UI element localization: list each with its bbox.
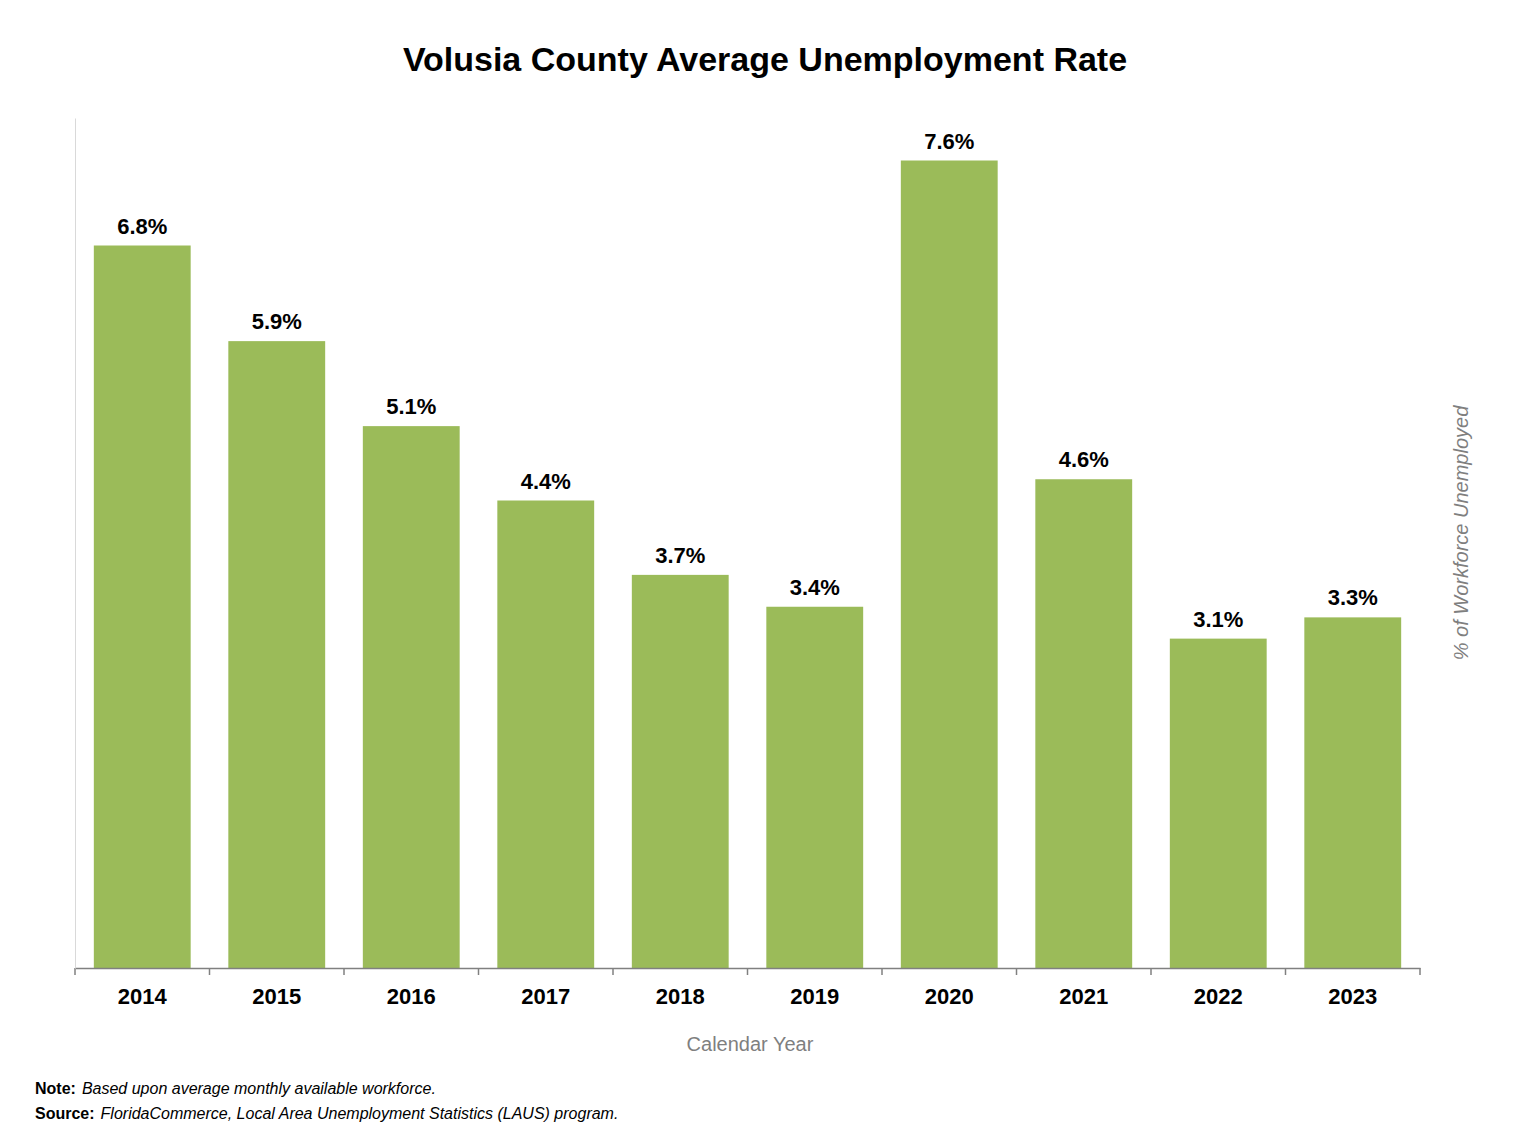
x-tick: 2015 (252, 968, 301, 1009)
x-axis: 2014 2015 2016 2017 2018 2019 2020 2021 2022 2023 (75, 968, 1421, 1009)
data-label: 3.3% (1328, 585, 1378, 610)
x-tick-mark (343, 968, 345, 975)
data-label: 5.1% (386, 394, 436, 419)
chart: Volusia County Average Unemployment Rate… (0, 0, 1530, 1148)
data-labels: 6.8% 5.9% 5.1% 4.4% 3.7% 3.4% 7.6% 4.6% 3.1% 3.3% (117, 129, 1378, 632)
x-axis-title: Calendar Year (687, 1033, 814, 1055)
data-label: 6.8% (117, 214, 167, 239)
bar (94, 246, 191, 969)
x-tick-label: 2021 (1059, 984, 1108, 1009)
x-tick-label: 2019 (790, 984, 839, 1009)
x-tick-mark (74, 968, 76, 975)
annotation-label: Source: (35, 1105, 95, 1122)
data-label: 4.4% (521, 469, 571, 494)
x-tick-mark (1285, 968, 1287, 975)
x-tick: 2020 (925, 968, 974, 1009)
annotations: Note: Based upon average monthly availabl… (35, 1080, 618, 1122)
x-tick-label: 2022 (1194, 984, 1243, 1009)
x-tick: 2018 (656, 968, 705, 1009)
annotation: Note: Based upon average monthly availabl… (35, 1080, 436, 1097)
x-tick: 2016 (387, 968, 436, 1009)
bar (1304, 617, 1401, 968)
bar (632, 575, 729, 968)
bar (1035, 479, 1132, 968)
annotation-label: Note: (35, 1080, 76, 1097)
x-tick-mark (478, 968, 480, 975)
x-tick: 2014 (118, 968, 168, 1009)
data-label: 7.6% (924, 129, 974, 154)
title: Volusia County Average Unemployment Rate (403, 40, 1127, 78)
x-tick-label: 2023 (1328, 984, 1377, 1009)
x-tick: 2019 (790, 968, 839, 1009)
bar (901, 161, 998, 969)
bar (497, 501, 594, 969)
annotation-text: Based upon average monthly available wor… (82, 1080, 436, 1097)
bar (363, 426, 460, 968)
x-tick: 2017 (521, 968, 570, 1009)
x-tick-mark (747, 968, 749, 975)
x-tick: 2021 (1059, 968, 1108, 1009)
data-label: 4.6% (1059, 447, 1109, 472)
data-label: 3.7% (655, 543, 705, 568)
bar (766, 607, 863, 968)
x-tick-mark (1150, 968, 1152, 975)
bars (94, 161, 1401, 969)
x-tick: 2023 (1328, 968, 1377, 1009)
x-tick-mark (1419, 968, 1421, 975)
x-tick-label: 2020 (925, 984, 974, 1009)
bar (1170, 639, 1267, 968)
x-tick-label: 2017 (521, 984, 570, 1009)
annotation-text: FloridaCommerce, Local Area Unemployment… (101, 1105, 619, 1122)
bar (228, 341, 325, 968)
annotation: Source: FloridaCommerce, Local Area Unemp… (35, 1105, 618, 1122)
y-axis-line (75, 119, 76, 969)
x-tick-mark (881, 968, 883, 975)
data-label: 3.1% (1193, 607, 1243, 632)
x-tick-label: 2015 (252, 984, 301, 1009)
x-tick-label: 2016 (387, 984, 436, 1009)
x-tick-label: 2018 (656, 984, 705, 1009)
x-tick: 2022 (1194, 968, 1243, 1009)
x-tick-mark (1016, 968, 1018, 975)
y-axis-title: % of Workforce Unemployed (1450, 405, 1472, 660)
x-tick-label: 2014 (118, 984, 168, 1009)
y-axis (75, 119, 76, 969)
data-label: 3.4% (790, 575, 840, 600)
data-label: 5.9% (252, 309, 302, 334)
x-tick-mark (612, 968, 614, 975)
x-tick-mark (209, 968, 211, 975)
